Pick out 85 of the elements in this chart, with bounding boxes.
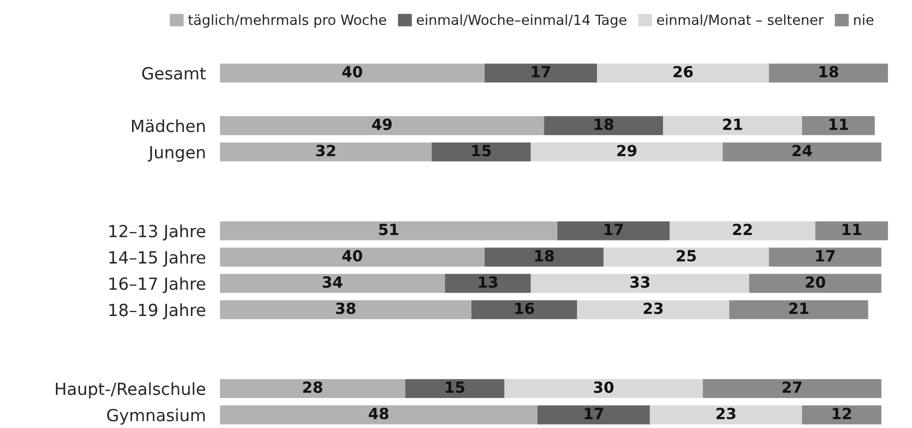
- data-label: 17: [604, 224, 623, 236]
- data-label: 40: [342, 250, 362, 262]
- y-tick-label: Gymnasium: [107, 408, 205, 425]
- y-tick-label: 18–19 Jahre: [109, 303, 206, 320]
- y-tick-label: 16–17 Jahre: [109, 277, 206, 294]
- data-label: 21: [789, 302, 808, 314]
- data-label: 49: [372, 118, 392, 130]
- bar: [220, 116, 544, 136]
- bar: [557, 221, 670, 240]
- bar: [670, 221, 816, 240]
- legend-label: einmal/Monat – seltener: [657, 14, 824, 26]
- data-label: 38: [336, 302, 356, 314]
- data-label: 23: [716, 408, 736, 420]
- data-label: 32: [316, 144, 336, 156]
- bar: [220, 221, 558, 240]
- data-label: 27: [782, 381, 802, 393]
- legend-label: einmal/Woche–einmal/14 Tage: [416, 14, 626, 28]
- bar: [815, 221, 888, 240]
- data-label: 15: [472, 145, 491, 156]
- bar: [484, 248, 604, 267]
- data-label: 11: [829, 118, 848, 130]
- bar: [504, 379, 703, 398]
- y-tick-label: Mädchen: [132, 119, 205, 132]
- data-label: 24: [792, 144, 812, 156]
- bar: [432, 142, 531, 162]
- legend-label: täglich/mehrmals pro Woche: [188, 14, 386, 28]
- bar: [220, 300, 472, 320]
- bar: [471, 300, 578, 320]
- bar: [530, 142, 723, 162]
- legend-label: nie: [854, 14, 874, 26]
- data-label: 13: [478, 276, 498, 288]
- data-label: 18: [535, 250, 554, 262]
- data-label: 30: [594, 381, 614, 393]
- bar: [722, 142, 882, 162]
- data-label: 28: [303, 381, 322, 393]
- data-label: 26: [674, 66, 693, 78]
- data-label: 16: [515, 302, 534, 314]
- bar: [544, 116, 664, 136]
- data-label: 21: [723, 118, 742, 130]
- data-label: 25: [676, 250, 696, 262]
- data-label: 18: [594, 118, 614, 130]
- bar: [729, 300, 868, 320]
- bar: [802, 405, 882, 424]
- bar: [220, 405, 538, 424]
- y-tick-label: 12–13 Jahre: [109, 224, 206, 240]
- bar: [802, 116, 875, 136]
- data-label: 17: [584, 408, 604, 420]
- data-label: 18: [820, 66, 838, 78]
- bar: [405, 379, 504, 398]
- data-label: 22: [733, 224, 752, 236]
- data-label: 40: [342, 66, 362, 78]
- data-label: 48: [368, 408, 388, 420]
- bar: [530, 274, 750, 293]
- bar: [768, 64, 888, 83]
- bar: [604, 248, 769, 267]
- bar: [768, 248, 882, 267]
- data-label: 17: [816, 250, 835, 262]
- data-label: 15: [446, 382, 464, 393]
- bar: [220, 379, 406, 398]
- data-label: 20: [806, 276, 826, 288]
- data-label: 12: [832, 408, 852, 420]
- bar: [663, 116, 802, 136]
- bar: [220, 64, 485, 83]
- data-label: 29: [617, 144, 636, 156]
- data-label: 11: [842, 224, 862, 236]
- bar: [220, 248, 485, 267]
- data-label: 33: [630, 276, 650, 288]
- bar: [537, 405, 650, 424]
- bar: [596, 64, 769, 83]
- bar: [484, 64, 597, 83]
- y-tick-label: Gesamt: [142, 67, 206, 80]
- bar: [220, 274, 445, 293]
- data-label: 17: [532, 66, 550, 78]
- y-tick-label: Haupt-/Realschule: [56, 382, 206, 398]
- y-tick-label: 14–15 Jahre: [109, 250, 206, 267]
- bar: [220, 142, 432, 162]
- data-label: 34: [322, 276, 342, 288]
- data-label: 51: [379, 224, 398, 236]
- bar: [702, 379, 882, 398]
- bar: [577, 300, 730, 320]
- y-tick-label: Jungen: [148, 146, 205, 162]
- data-label: 23: [644, 302, 663, 314]
- bar: [444, 274, 531, 293]
- bar: [749, 274, 882, 293]
- bar: [650, 405, 802, 424]
